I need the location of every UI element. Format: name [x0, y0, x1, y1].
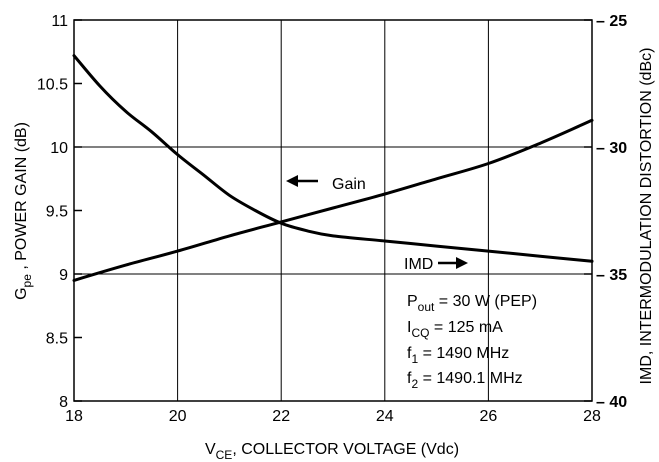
gain-arrow-head [286, 175, 298, 187]
series [72, 54, 594, 282]
condition-f1: f1 = 1490 MHz [407, 345, 509, 366]
y-right-tick-label: – 25 [596, 13, 627, 30]
x-axis-label-sub: CE [216, 448, 233, 462]
y-left-tick-labels: 8 8.5 9 9.5 10 10.5 11 [37, 13, 68, 411]
y-left-axis-label: Gpe , POWER GAIN (dB) [13, 122, 34, 300]
condition-f2-rest: = 1490.1 MHz [418, 370, 523, 387]
series-line-gain [72, 118, 594, 282]
y-left-tick-label: 11 [51, 13, 68, 30]
series-line-imd [72, 54, 594, 263]
condition-pout-rest: = 30 W (PEP) [434, 293, 537, 310]
x-tick-labels: 18 20 22 24 26 28 [65, 408, 601, 425]
y-right-tick-label: – 40 [596, 394, 627, 411]
condition-f1-rest: = 1490 MHz [418, 345, 509, 362]
y-right-tick-label: – 30 [596, 140, 627, 157]
x-axis-label-rest: , COLLECTOR VOLTAGE (Vdc) [232, 441, 459, 458]
condition-f1-main: f [407, 345, 412, 362]
x-tick-label: 26 [480, 408, 498, 425]
y-left-axis-label-rest: , POWER GAIN (dB) [13, 122, 30, 274]
condition-icq-sub: CQ [411, 326, 429, 340]
condition-pout-sub: out [418, 300, 435, 314]
condition-f2-sub: 2 [411, 377, 418, 391]
y-right-axis-label: IMD, INTERMODULATION DISTORTION (dBc) [638, 48, 655, 385]
x-tick-label: 28 [583, 408, 601, 425]
condition-icq: ICQ = 125 mA [407, 319, 503, 340]
gain-annotation: Gain [286, 175, 366, 193]
condition-f1-sub: 1 [411, 352, 418, 366]
y-left-tick-label: 9 [59, 267, 68, 284]
x-axis-label-main: V [205, 441, 216, 458]
condition-f2: f2 = 1490.1 MHz [407, 370, 523, 391]
grid [73, 19, 593, 402]
x-tick-label: 24 [376, 408, 394, 425]
x-tick-label: 18 [65, 408, 83, 425]
y-left-tick-label: 10.5 [37, 77, 68, 94]
x-tick-label: 20 [169, 408, 187, 425]
y-left-tick-label: 8 [59, 394, 68, 411]
y-right-tick-label: – 35 [596, 267, 627, 284]
conditions-box: Pout = 30 W (PEP) ICQ = 125 mA f1 = 1490… [407, 293, 537, 391]
imd-arrow-head [456, 257, 468, 269]
y-left-tick-label: 10 [50, 140, 68, 157]
condition-icq-main: I [407, 319, 411, 336]
y-right-tick-labels: – 25 – 30 – 35 – 40 [596, 13, 627, 411]
y-left-tick-label: 8.5 [46, 331, 68, 348]
y-left-axis-label-sub: pe [20, 274, 34, 288]
condition-pout: Pout = 30 W (PEP) [407, 293, 537, 314]
gain-label: Gain [332, 176, 366, 193]
condition-f2-main: f [407, 370, 412, 387]
imd-annotation: IMD [404, 256, 468, 273]
y-left-axis-label-main: G [13, 287, 30, 299]
plot-frame [73, 19, 593, 402]
imd-label: IMD [404, 256, 433, 273]
condition-icq-rest: = 125 mA [429, 319, 503, 336]
x-axis-label: VCE, COLLECTOR VOLTAGE (Vdc) [205, 441, 459, 462]
condition-pout-main: P [407, 293, 418, 310]
x-tick-label: 22 [272, 408, 290, 425]
y-left-tick-label: 9.5 [46, 204, 68, 221]
